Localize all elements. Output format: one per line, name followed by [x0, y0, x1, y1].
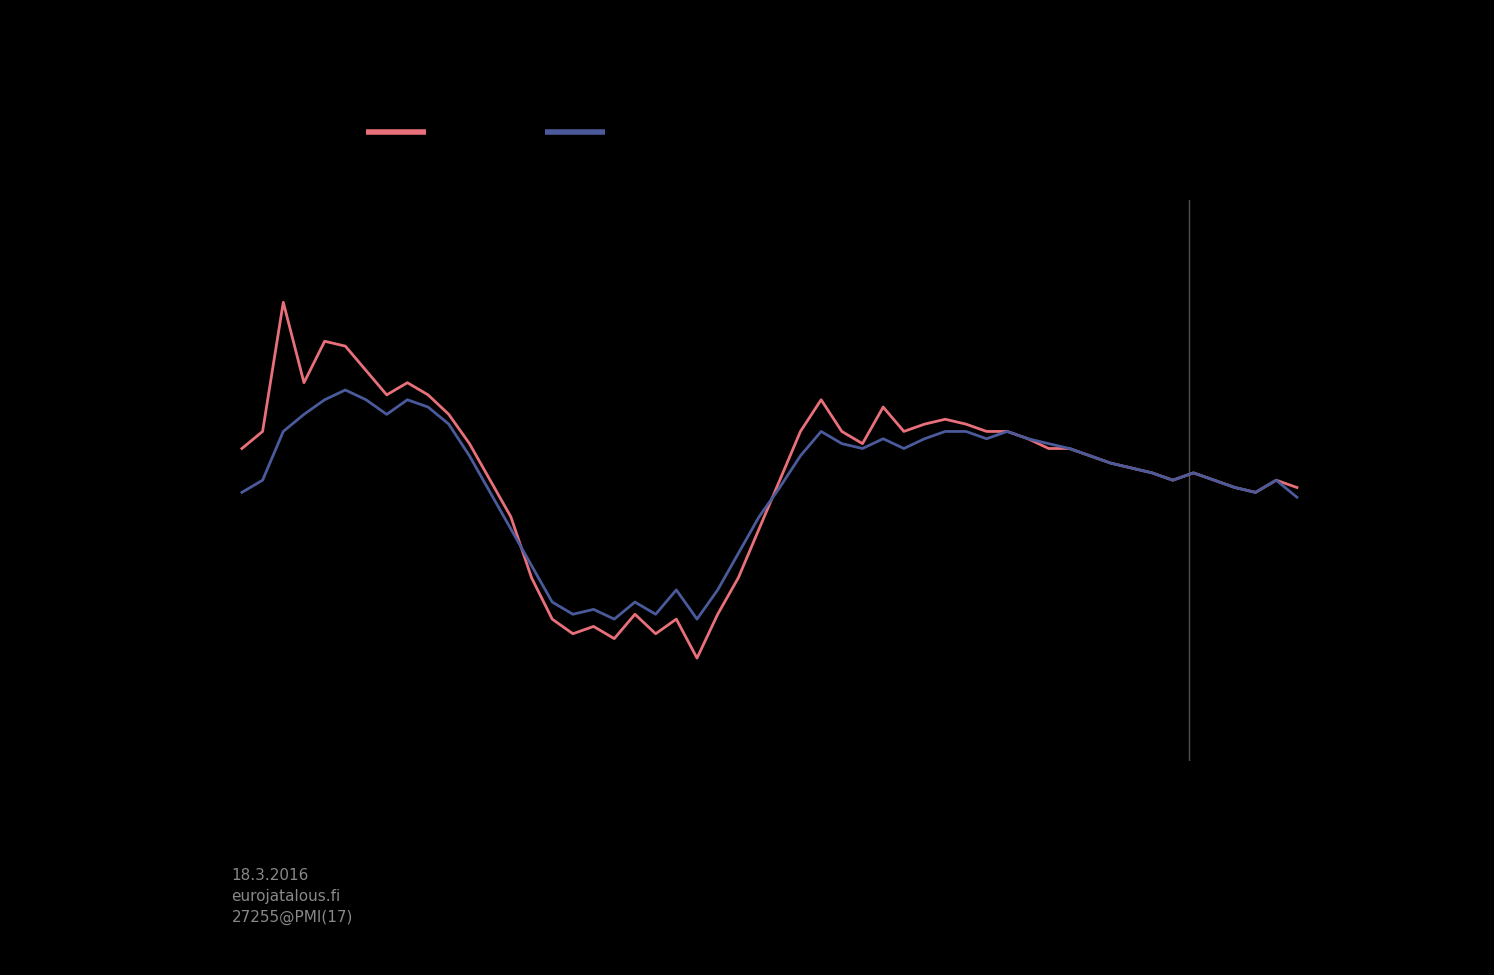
Text: 18.3.2016
eurojatalous.fi
27255@PMI(17): 18.3.2016 eurojatalous.fi 27255@PMI(17) — [232, 868, 353, 925]
